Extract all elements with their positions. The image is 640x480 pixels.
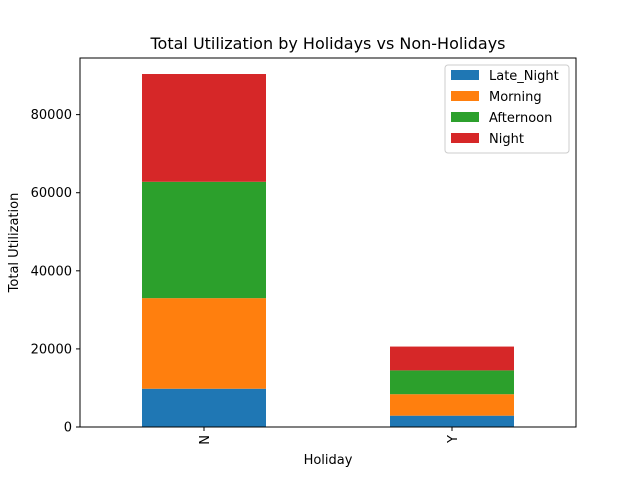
- legend-label-afternoon: Afternoon: [489, 111, 552, 126]
- y-tick-label: 40000: [31, 264, 72, 279]
- x-tick-label-y: Y: [446, 435, 461, 444]
- y-tick-label: 20000: [31, 342, 72, 357]
- x-axis-label: Holiday: [304, 453, 353, 468]
- y-tick-label: 80000: [31, 108, 72, 123]
- bars-layer: [142, 74, 514, 427]
- y-tick-label: 0: [64, 421, 72, 436]
- bar-n-night: [142, 74, 266, 182]
- bar-y-night: [390, 346, 514, 371]
- legend-swatch-afternoon: [451, 112, 479, 122]
- legend-label-night: Night: [489, 132, 524, 147]
- legend-box: [444, 64, 570, 154]
- legend-label-morning: Morning: [489, 90, 542, 105]
- bar-y-afternoon: [390, 370, 514, 395]
- chart-title: Total Utilization by Holidays vs Non-Hol…: [149, 34, 505, 53]
- bar-y-late-night: [390, 415, 514, 427]
- bar-n-morning: [142, 298, 266, 389]
- legend: Late_Night Morning Afternoon Night: [444, 64, 570, 154]
- bar-n-afternoon: [142, 181, 266, 299]
- x-tick-label-n: N: [198, 435, 213, 445]
- y-tick-label: 60000: [31, 186, 72, 201]
- legend-swatch-night: [451, 133, 479, 143]
- y-axis-label: Total Utilization: [7, 193, 22, 294]
- bar-n-late-night: [142, 388, 266, 427]
- legend-swatch-morning: [451, 91, 479, 101]
- legend-label-late-night: Late_Night: [489, 69, 559, 84]
- bar-y-morning: [390, 394, 514, 416]
- plot-area-frame: [79, 57, 577, 428]
- legend-swatch-late-night: [451, 70, 479, 80]
- axes-layer: 0 20000 40000 60000 80000 N Y: [31, 108, 461, 445]
